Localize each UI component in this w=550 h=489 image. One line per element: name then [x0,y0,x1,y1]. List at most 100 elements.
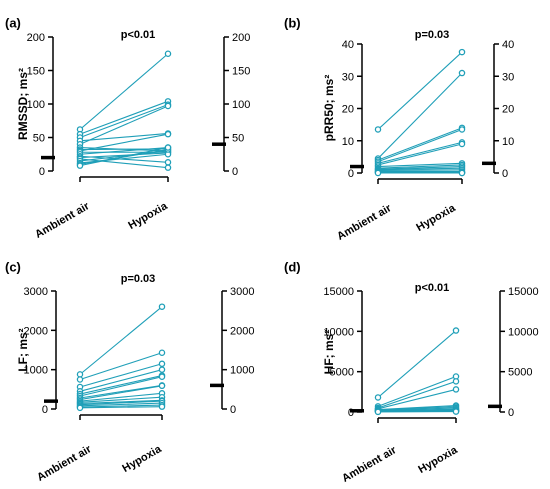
panel-1-series-line-12 [79,152,169,159]
panel-2-left-tick-label: 10 [342,136,354,148]
panel-3-series-line-6 [79,376,163,397]
panel-3-point-hypoxia-3 [158,360,166,368]
panel-1-series-line-5 [79,105,169,145]
panel-3-right-tick-label: 2000 [230,325,254,337]
panel-3-series-line-8 [79,385,163,401]
panel-1-right-tick-label: 100 [232,99,250,111]
panel-4-category-label-1: Ambient air [340,444,399,485]
panel-2-category-label-1: Ambient air [335,202,394,243]
panel-3-series-line-4 [79,369,163,392]
panel-2-series-line-7 [377,162,463,168]
panel-3-point-ambient-15 [76,404,84,412]
panel-2-right-tick-label: 0 [502,168,508,180]
panel-1-left-tick-label: 200 [27,32,45,44]
panel-1-category-label-1: Ambient air [33,200,92,241]
panel-4-panel-label: (d) [284,260,301,275]
panel-1-point-ambient-17 [76,162,84,169]
panel-4-right-tick-label: 15000 [508,286,539,298]
panel-2-point-ambient-15 [374,169,382,177]
panel-2-series-line-9 [377,166,463,170]
panel-4-right-tick-label: 0 [508,407,514,419]
panel-2-right-tick-label: 10 [502,136,514,148]
panel-3-series-line-5 [79,375,163,395]
panel-3-point-hypoxia-6 [158,373,166,380]
panel-3-panel-label: (c) [5,260,21,275]
panel-4-left-tick-label: 0 [348,407,354,419]
panel-1-point-hypoxia-5 [164,102,172,110]
panel-3-series-line-2 [79,352,163,381]
panel-3-left-tick-label: 2000 [24,325,48,337]
panel-3-series-line-9 [79,392,163,402]
panel-4-series-line-4 [377,388,457,410]
panel-2-right-tick-label: 20 [502,104,514,116]
panel-3-left-tick-label: 0 [42,404,48,416]
panel-3-series-line-13 [79,402,163,407]
panel-4-series-line-3 [377,380,457,409]
panel-2-point-hypoxia-2 [458,69,466,77]
panel-1-series-line-10 [79,147,169,155]
panel-3-point-hypoxia-4 [158,366,166,373]
panel-1-series-line-13 [79,158,169,169]
panel-4-left-tick-label: 10000 [323,326,354,338]
panel-3-point-ambient-2 [76,376,84,383]
panel-4-series-line-1 [377,330,457,398]
panel-3-point-hypoxia-1 [158,303,166,310]
panel-3-y-axis-label: LF; ms² [16,328,30,371]
panel-4-point-hypoxia-1 [452,327,460,334]
panel-4-p-value: p<0.01 [415,282,450,294]
panel-1-series-line-1 [79,53,169,130]
panel-2-right-tick-label: 30 [502,71,514,83]
panel-1-p-value: p<0.01 [121,29,156,41]
panel-3-series-line-12 [79,400,163,406]
panel-1-series-line-2 [79,100,169,135]
panel-2-point-hypoxia-6 [458,140,466,148]
panel-4-point-hypoxia-3 [452,378,460,385]
panel-3-series-line-7 [79,384,163,399]
panel-4-category-label-2: Hypoxia [416,444,460,476]
panel-1-point-hypoxia-13 [164,164,172,171]
panel-3-point-ambient-1 [76,371,84,378]
panel-2-point-hypoxia-1 [458,48,466,56]
panel-3-series-line-10 [79,396,163,403]
panel-1-right-tick-label: 150 [232,66,250,78]
panel-2-series-line-10 [377,167,463,171]
panel-1-series-line-17 [79,147,169,167]
panel-2-y-axis-label: pRR50; ms² [322,75,336,142]
panel-1-left-tick-label: 0 [39,166,45,178]
panel-2-series-line-8 [377,164,463,169]
panel-4-right-tick-label: 10000 [508,326,539,338]
panel-3-right-tick-label: 1000 [230,365,254,377]
panel-2-series-line-2 [377,72,463,159]
panel-1-panel-label: (a) [5,16,21,31]
panel-1-left-tick-label: 100 [27,99,45,111]
panel-2-series-line-5 [377,141,463,164]
panel-1-left-tick-label: 50 [33,133,45,145]
panel-3-p-value: p=0.03 [121,273,156,285]
panel-1-series-line-4 [79,132,169,142]
panel-2-series-line-4 [377,128,463,163]
panel-4-point-ambient-1 [374,394,382,401]
panel-2-left-tick-label: 0 [348,168,354,180]
panel-2-p-value: p=0.03 [415,29,450,41]
panel-4-right-tick-label: 5000 [508,367,532,379]
panel-3-point-hypoxia-2 [158,349,166,357]
panel-3-series-line-11 [79,399,163,405]
panel-3-point-hypoxia-8 [158,382,166,390]
panel-3-point-hypoxia-15 [158,403,166,410]
panel-4-series-line-2 [377,375,457,407]
panel-1-right-tick-label: 50 [232,133,244,145]
panel-3-series-line-1 [79,306,163,375]
panel-1-point-hypoxia-11 [164,159,172,166]
panel-1-series-line-14 [79,150,169,162]
panel-2-series-line-11 [377,169,463,171]
panel-1-point-hypoxia-1 [164,50,172,58]
panel-1-series-line-8 [79,133,169,152]
panel-3-left-tick-label: 1000 [24,365,48,377]
panel-1-left-tick-label: 150 [27,66,45,78]
panel-2-category-label-2: Hypoxia [414,202,458,234]
panel-2-left-tick-label: 30 [342,71,354,83]
panel-3-left-tick-label: 3000 [24,286,48,298]
panel-2-left-tick-label: 20 [342,104,354,116]
panel-1-y-axis-label: RMSSD; ms² [16,68,30,140]
